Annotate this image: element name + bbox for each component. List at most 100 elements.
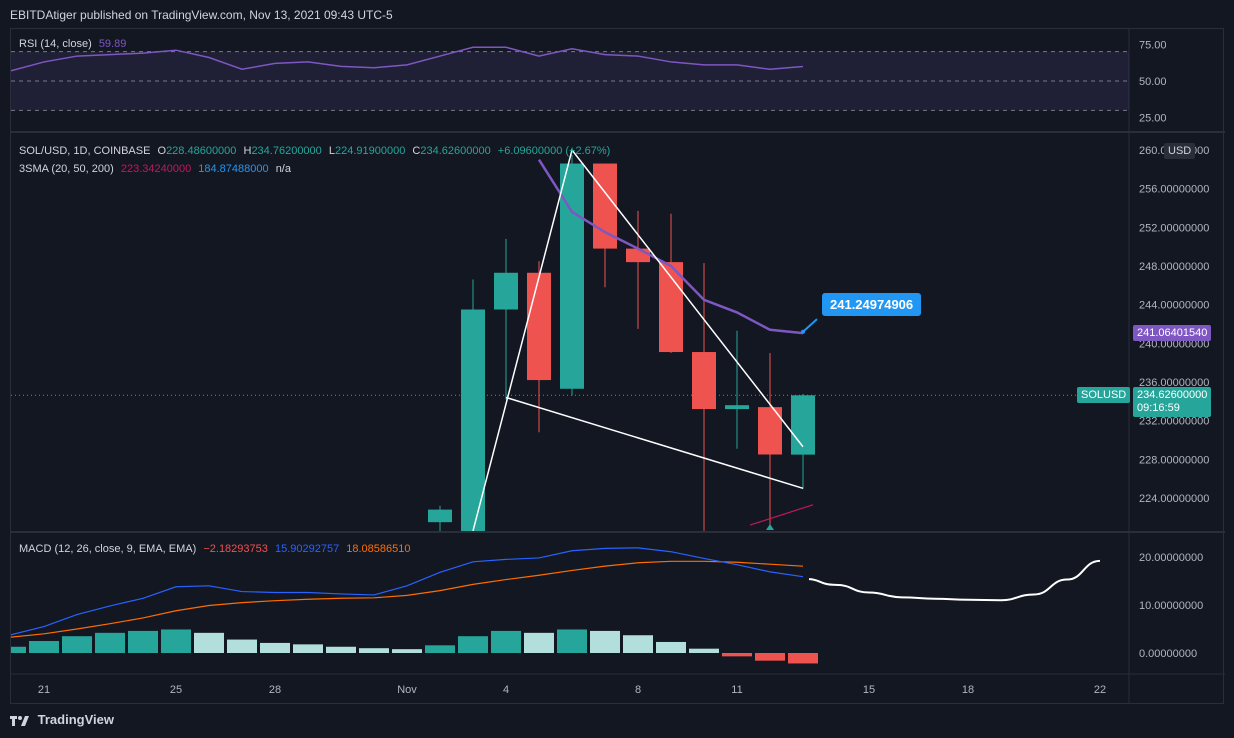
high-value: 234.76200000	[251, 145, 322, 157]
candle-body	[791, 395, 815, 455]
publisher-text: EBITDAtiger published on TradingView.com…	[10, 8, 393, 22]
footer-brand-text: TradingView	[37, 712, 114, 727]
macd-histogram-bar	[590, 630, 620, 653]
price-tick-label: 224.00000000	[1139, 493, 1209, 505]
macd-histogram-bar	[557, 629, 587, 653]
rsi-tick-label: 50.00	[1139, 76, 1167, 88]
publish-header: EBITDAtiger published on TradingView.com…	[0, 0, 1234, 32]
candles-group	[428, 148, 818, 531]
macd-histogram-bar	[755, 653, 785, 661]
time-axis-label: Nov	[397, 684, 417, 696]
open-value: 228.48600000	[166, 145, 237, 157]
candle-body	[692, 352, 716, 410]
macd-histogram-bar	[656, 641, 686, 653]
symbol-name: SOL/USD, 1D, COINBASE	[19, 145, 151, 157]
last-price-value: 234.62600000	[1137, 389, 1208, 401]
l-label: L	[328, 145, 335, 157]
macd-hist-value: −2.18293753	[203, 543, 268, 555]
macd-signal-line	[11, 560, 804, 638]
drawn-trendline	[472, 148, 804, 531]
macd-histogram-bar	[326, 646, 356, 653]
macd-legend: MACD (12, 26, close, 9, EMA, EMA) −2.182…	[19, 543, 414, 555]
macd-histogram-bar	[722, 653, 752, 657]
o-label: O	[157, 145, 167, 157]
macd-tick-label: 10.00000000	[1139, 600, 1203, 612]
sma-value-2: 184.87488000	[198, 163, 269, 175]
price-tick-label: 244.00000000	[1139, 300, 1209, 312]
candle-body	[494, 272, 518, 310]
rsi-band	[11, 51, 1129, 111]
macd-histogram-bar	[260, 642, 290, 653]
price-tick-label: 252.00000000	[1139, 222, 1209, 234]
macd-histogram-bar	[425, 645, 455, 653]
time-axis-label: 4	[503, 684, 509, 696]
time-axis-label: 21	[38, 684, 50, 696]
time-axis-label: 28	[269, 684, 281, 696]
rsi-legend-value: 59.89	[98, 38, 127, 50]
macd-histogram-bar	[788, 653, 818, 664]
macd-histogram-bar	[194, 632, 224, 653]
macd-histogram-bar	[392, 649, 422, 653]
candle-body	[527, 272, 551, 381]
low-value: 224.91900000	[334, 145, 406, 157]
price-legend: SOL/USD, 1D, COINBASE O228.48600000 H234…	[19, 145, 614, 157]
macd-histogram-bar	[293, 644, 323, 653]
candle-body	[725, 405, 749, 410]
chart-container[interactable]: 75.0050.0025.00260.00000000256.000000002…	[10, 28, 1225, 705]
time-axis-label: 18	[962, 684, 974, 696]
footer-brand[interactable]: TradingView	[10, 712, 114, 730]
price-tick-label: 232.00000000	[1139, 416, 1209, 428]
candle-body	[626, 248, 650, 263]
macd-histogram-bar	[128, 630, 158, 653]
sma-value-3: n/a	[275, 163, 291, 175]
countdown-value: 09:16:59	[1137, 402, 1180, 414]
sma-price-label: 241.06401540	[1133, 325, 1212, 341]
macd-projection-drawing	[808, 559, 1101, 602]
price-callout: 241.24974906	[822, 293, 922, 316]
macd-signal-value: 18.08586510	[346, 543, 411, 555]
close-value: 234.62600000	[420, 145, 491, 157]
sma-200-line	[749, 504, 814, 526]
macd-histogram-bar	[62, 636, 92, 653]
macd-histogram-bar	[161, 629, 191, 653]
currency-badge[interactable]: USD	[1164, 143, 1196, 159]
rsi-legend-name: RSI (14, close)	[19, 38, 92, 50]
time-axis-label: 8	[635, 684, 641, 696]
price-tick-label: 228.00000000	[1139, 454, 1209, 466]
time-axis-label: 25	[170, 684, 182, 696]
sma-line	[537, 158, 804, 335]
time-axis-label: 15	[863, 684, 875, 696]
macd-line-value: 15.90292757	[274, 543, 340, 555]
macd-line	[11, 547, 804, 636]
marker-icon	[766, 524, 774, 530]
sma-legend-name: 3SMA (20, 50, 200)	[19, 163, 114, 175]
h-label: H	[243, 145, 252, 157]
macd-legend-name: MACD (12, 26, close, 9, EMA, EMA)	[19, 543, 197, 555]
price-tick-label: 248.00000000	[1139, 261, 1209, 273]
macd-histogram-bar	[227, 639, 257, 653]
time-axis-label: 22	[1094, 684, 1106, 696]
drawn-trendline	[505, 396, 804, 490]
time-axis-label: 11	[731, 684, 742, 696]
macd-histogram-bar	[524, 632, 554, 653]
rsi-legend: RSI (14, close) 59.89	[19, 38, 130, 50]
macd-histogram-bar	[29, 641, 59, 653]
last-price-label: 234.62600000 09:16:59	[1133, 387, 1212, 417]
symbol-price-label: SOLUSD	[1077, 387, 1131, 403]
rsi-line	[11, 46, 804, 72]
candle-body	[428, 509, 452, 523]
macd-tick-label: 20.00000000	[1139, 552, 1203, 564]
macd-histogram-bar	[689, 648, 719, 653]
change-value: +6.09600000 (+2.67%)	[497, 145, 611, 157]
tradingview-logo-icon	[10, 715, 29, 726]
candle-body	[593, 163, 617, 249]
price-tick-label: 240.00000000	[1139, 338, 1209, 350]
macd-histogram-bar	[11, 646, 26, 653]
macd-histogram-bar	[491, 630, 521, 653]
price-tick-label: 236.00000000	[1139, 377, 1209, 389]
macd-histogram-bar	[623, 635, 653, 653]
sma-legend: 3SMA (20, 50, 200) 223.34240000 184.8748…	[19, 163, 295, 175]
candle-body	[461, 309, 485, 531]
chart-canvas[interactable]: 75.0050.0025.00260.00000000256.000000002…	[11, 29, 1225, 705]
sma-value-1: 223.34240000	[120, 163, 192, 175]
